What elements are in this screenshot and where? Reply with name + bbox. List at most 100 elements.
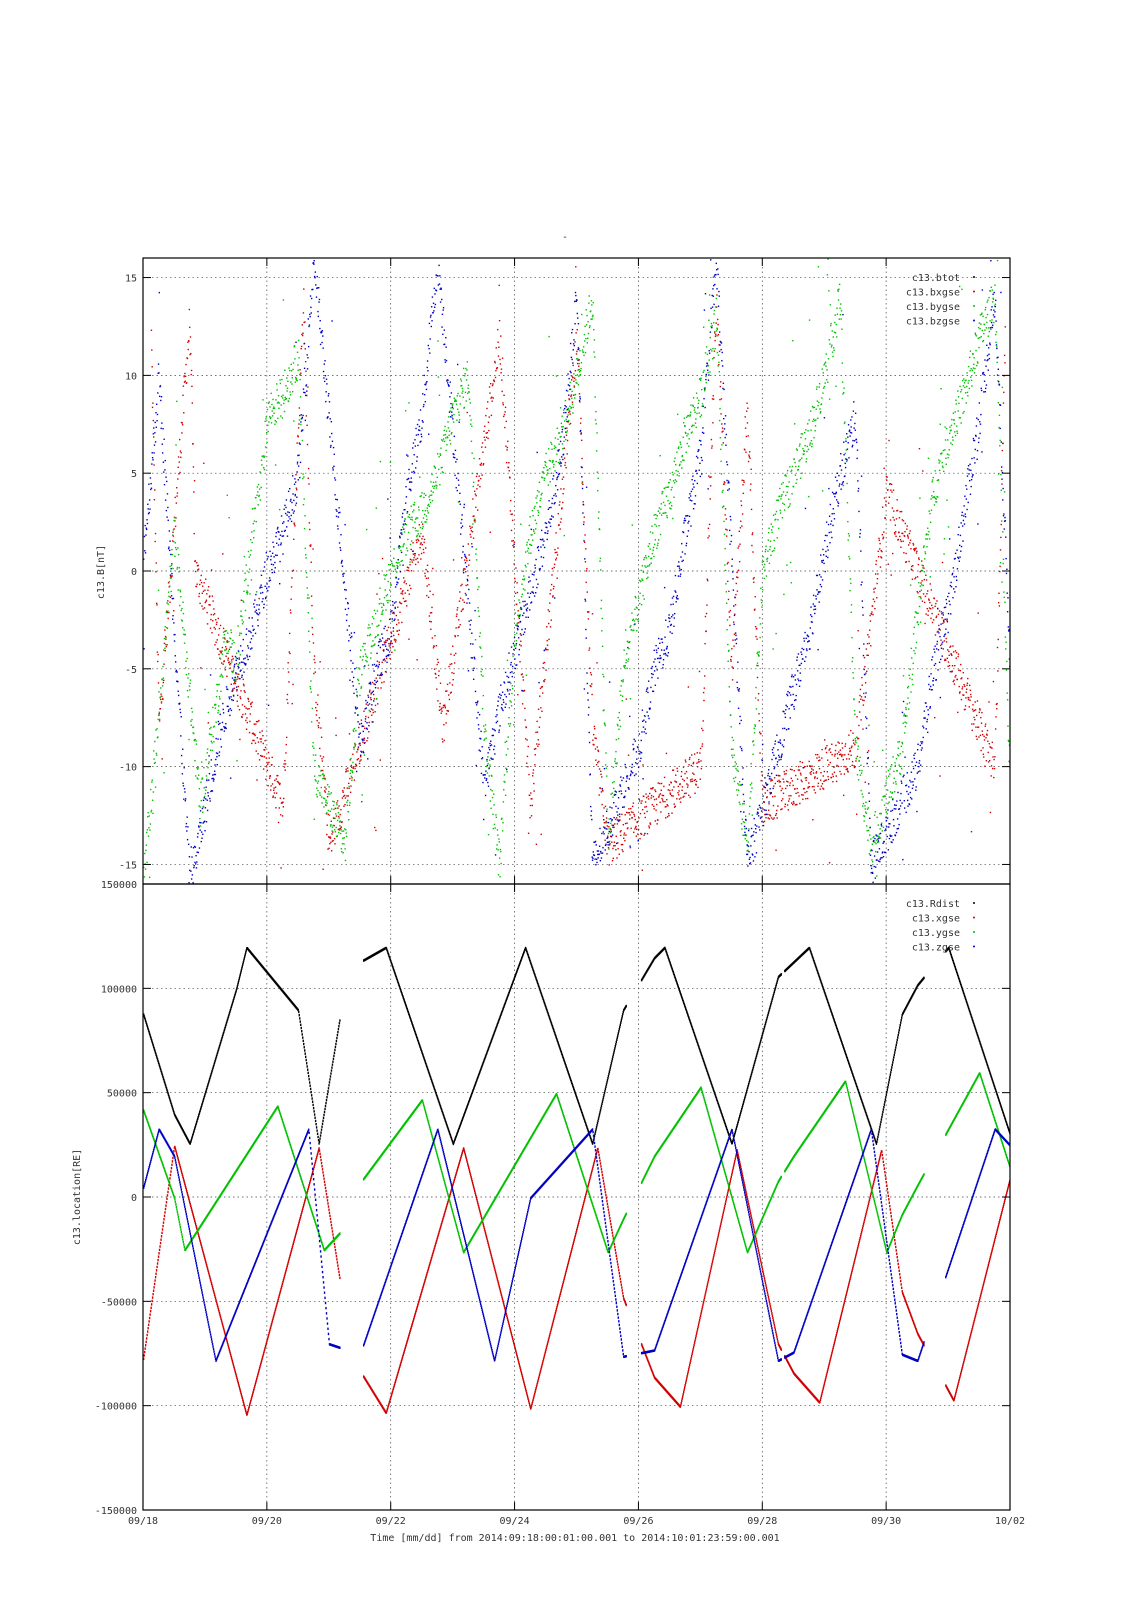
data-point xyxy=(495,814,497,816)
data-point xyxy=(206,593,208,595)
data-point xyxy=(222,637,224,639)
data-point xyxy=(691,780,694,783)
data-point xyxy=(606,821,609,824)
data-point xyxy=(246,708,249,710)
data-point xyxy=(789,782,791,784)
data-point xyxy=(276,402,279,404)
data-point xyxy=(591,613,594,615)
data-point xyxy=(247,697,249,700)
data-point xyxy=(362,750,364,753)
data-point xyxy=(319,747,321,750)
data-point xyxy=(987,335,989,337)
data-point xyxy=(413,501,416,504)
data-point xyxy=(402,544,405,546)
data-point xyxy=(205,786,207,788)
data-point xyxy=(935,615,938,617)
data-point xyxy=(291,383,293,385)
data-point xyxy=(299,368,301,371)
data-point xyxy=(385,639,387,642)
data-point xyxy=(650,794,653,797)
data-point xyxy=(242,601,245,603)
data-point xyxy=(423,541,425,544)
data-point xyxy=(321,760,324,762)
data-point xyxy=(166,480,168,483)
data-point xyxy=(243,590,245,593)
data-point xyxy=(293,345,295,348)
data-point xyxy=(540,494,542,496)
data-point xyxy=(971,385,973,387)
data-point xyxy=(180,716,182,718)
data-point xyxy=(249,703,252,705)
data-point xyxy=(707,527,710,530)
data-point xyxy=(464,568,466,570)
data-point xyxy=(203,820,206,822)
data-point xyxy=(296,379,298,382)
data-point xyxy=(648,542,651,545)
data-point xyxy=(189,336,192,338)
data-point xyxy=(702,720,704,722)
data-point xyxy=(265,552,268,554)
data-point xyxy=(980,323,982,325)
data-point xyxy=(247,591,249,593)
data-point xyxy=(437,700,439,702)
data-point xyxy=(961,677,963,679)
data-point xyxy=(185,363,187,366)
data-point xyxy=(498,346,500,348)
data-point xyxy=(195,743,198,745)
data-point xyxy=(861,805,864,807)
data-point xyxy=(354,742,356,745)
data-point xyxy=(266,583,268,585)
data-point xyxy=(379,587,381,589)
data-point xyxy=(211,777,213,780)
data-point xyxy=(329,793,331,795)
data-point xyxy=(681,786,684,788)
data-point xyxy=(416,535,418,538)
data-point xyxy=(246,717,248,719)
data-point xyxy=(196,583,198,585)
data-point xyxy=(750,483,752,485)
data-point xyxy=(770,780,772,782)
data-point xyxy=(646,832,649,835)
data-point xyxy=(932,496,934,499)
data-point xyxy=(926,590,929,592)
data-point xyxy=(452,407,454,410)
data-point xyxy=(445,713,448,715)
data-point xyxy=(360,687,362,689)
data-point xyxy=(145,528,148,531)
data-point xyxy=(625,834,627,836)
data-point xyxy=(566,390,569,392)
data-point xyxy=(333,801,336,803)
data-point xyxy=(941,465,944,467)
data-point xyxy=(620,843,623,846)
data-point xyxy=(785,769,788,772)
data-point xyxy=(294,381,297,383)
data-point xyxy=(250,549,252,552)
data-point xyxy=(614,818,617,821)
data-point xyxy=(866,825,868,827)
data-point xyxy=(727,580,729,583)
data-point xyxy=(966,372,968,374)
data-point xyxy=(151,457,154,459)
data-point xyxy=(444,425,446,428)
data-point xyxy=(600,773,602,776)
data-point xyxy=(631,805,634,808)
data-point xyxy=(202,608,204,610)
data-point xyxy=(898,754,900,757)
data-point xyxy=(240,632,243,635)
data-point xyxy=(813,777,816,779)
data-point xyxy=(182,627,184,629)
data-point xyxy=(951,436,954,438)
data-point xyxy=(437,340,439,342)
data-point xyxy=(348,733,351,735)
data-point xyxy=(174,655,176,657)
data-point xyxy=(737,547,739,549)
data-point xyxy=(211,632,213,634)
data-point xyxy=(160,427,162,430)
data-point xyxy=(439,702,441,705)
data-point xyxy=(546,644,549,646)
data-point xyxy=(358,668,361,670)
data-point xyxy=(190,888,191,889)
data-point xyxy=(436,476,438,479)
data-point xyxy=(959,691,961,693)
data-point xyxy=(821,368,823,370)
